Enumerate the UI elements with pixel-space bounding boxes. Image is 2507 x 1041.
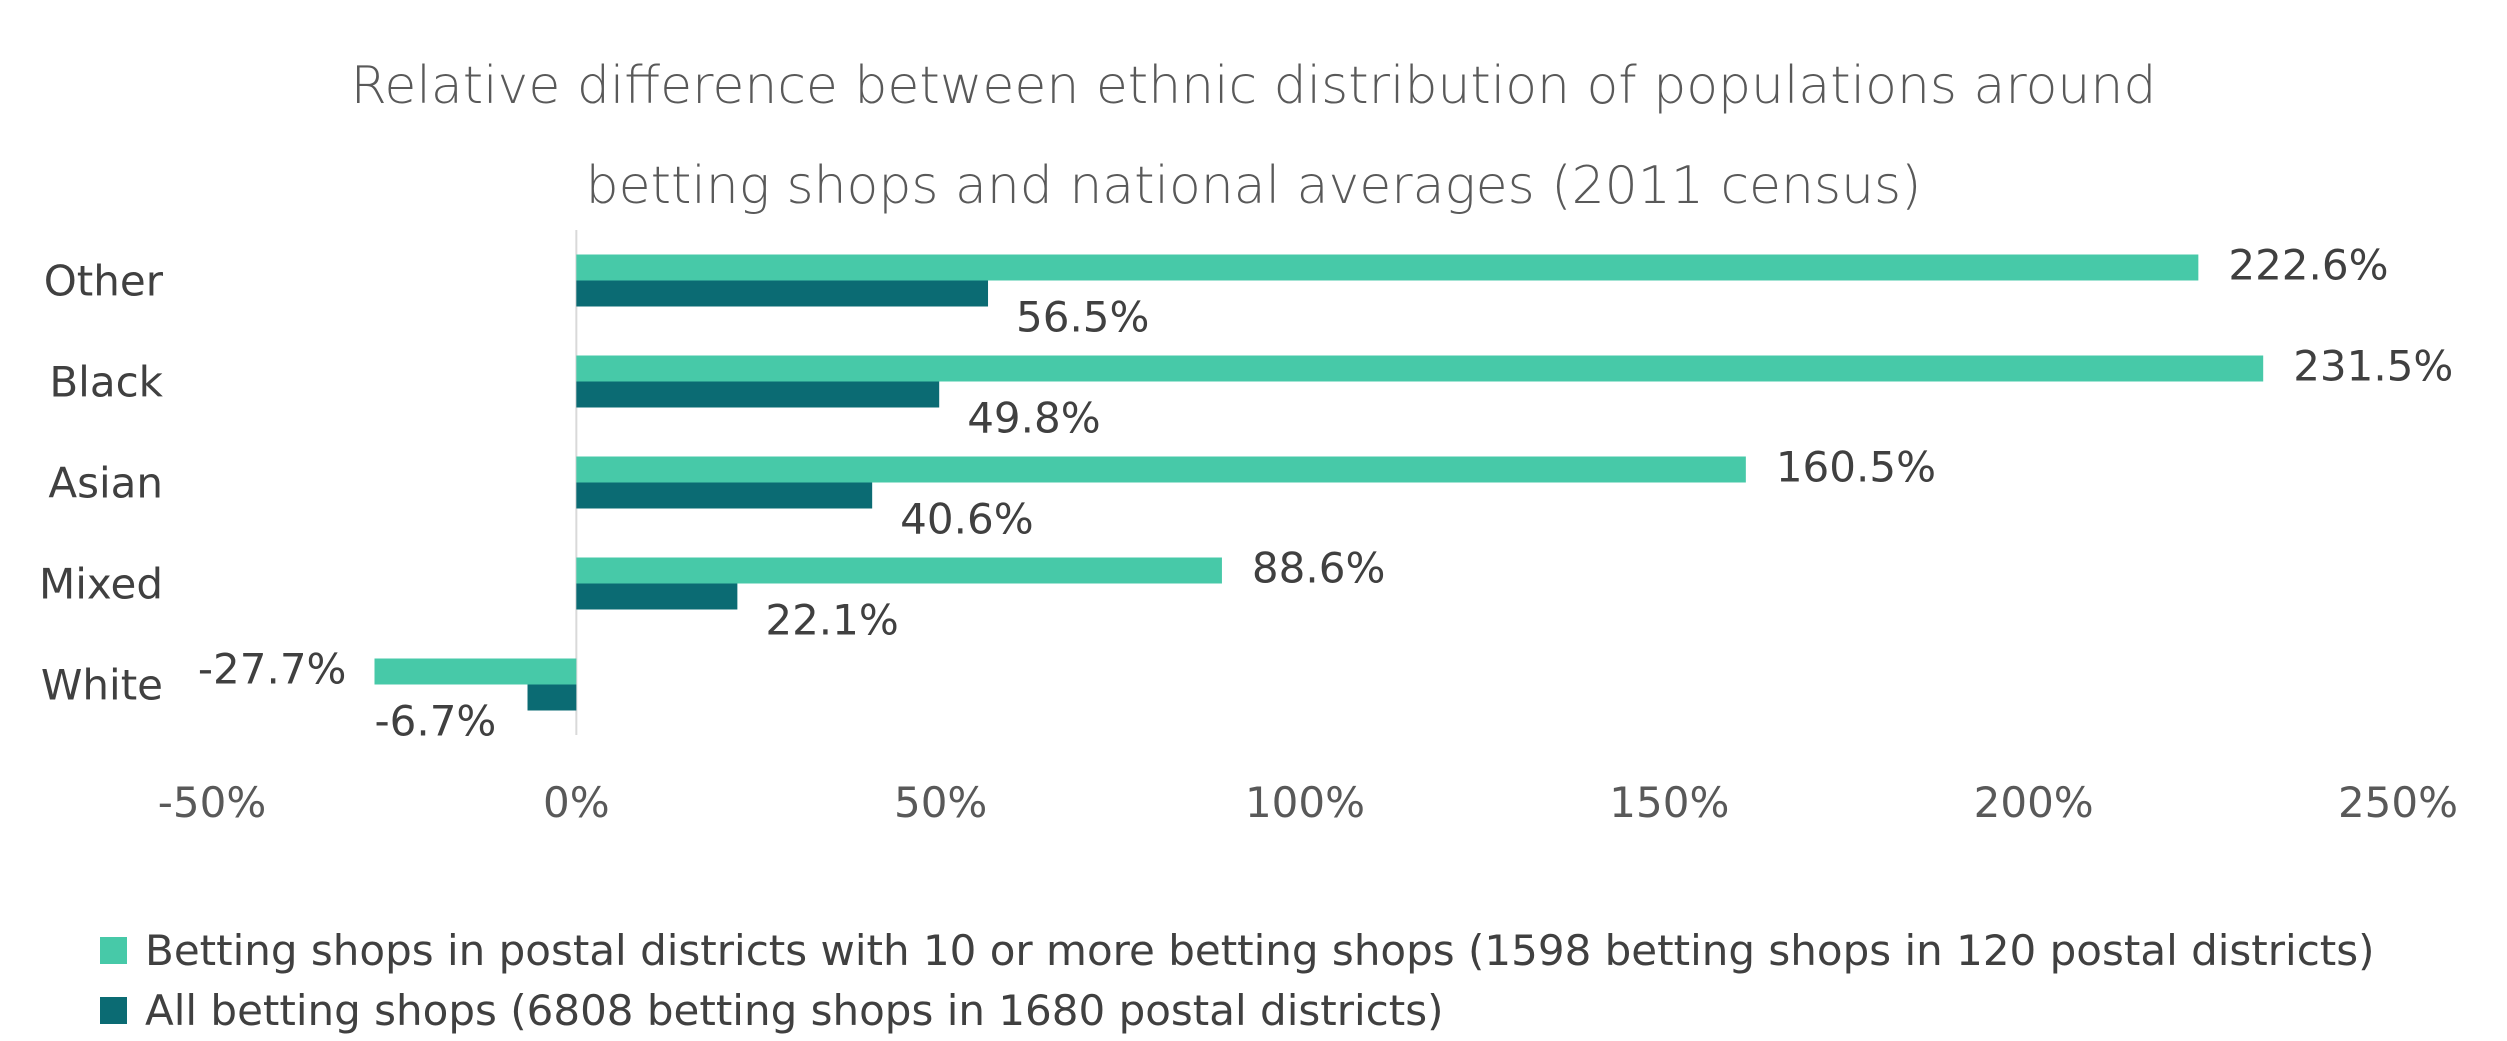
x-tick-label: 0% <box>543 778 610 827</box>
chart-title: Relative difference between ethnic distr… <box>0 36 2507 236</box>
chart-title-line-2: betting shops and national averages (201… <box>585 156 1922 216</box>
data-label: 49.8% <box>967 394 1100 443</box>
bar <box>576 381 940 408</box>
x-tick-label: 100% <box>1245 778 1365 827</box>
chart-title-line-1: Relative difference between ethnic distr… <box>350 56 2157 116</box>
legend-item-series-2: All betting shops (6808 betting shops in… <box>100 980 2375 1040</box>
data-label: 88.6% <box>1252 544 1385 593</box>
bar <box>527 684 577 711</box>
bar <box>576 456 1746 483</box>
x-tick-label: 50% <box>894 778 987 827</box>
data-label: 222.6% <box>2228 241 2388 290</box>
bar <box>576 355 2264 382</box>
data-label: 22.1% <box>765 596 898 645</box>
legend-label-series-2: All betting shops (6808 betting shops in… <box>145 985 1444 1035</box>
bar <box>576 482 873 509</box>
category-label: Mixed <box>39 560 163 609</box>
x-tick-label: 150% <box>1609 778 1729 827</box>
bar <box>576 254 2199 281</box>
bar <box>576 280 989 307</box>
bar <box>576 583 738 610</box>
category-label: Black <box>49 358 163 407</box>
x-tick-label: 250% <box>2338 778 2458 827</box>
data-label: -27.7% <box>198 645 347 694</box>
x-tick-label: -50% <box>158 778 267 827</box>
category-label: White <box>41 661 163 710</box>
data-label: 231.5% <box>2293 342 2453 391</box>
legend-item-series-1: Betting shops in postal districts with 1… <box>100 920 2375 980</box>
data-label: 40.6% <box>900 495 1033 544</box>
data-label: 56.5% <box>1016 293 1149 342</box>
category-label: Asian <box>48 459 163 508</box>
legend-swatch-series-1 <box>100 936 127 964</box>
legend-swatch-series-2 <box>100 996 127 1024</box>
data-label: 160.5% <box>1776 443 1936 492</box>
data-label: -6.7% <box>374 697 496 746</box>
bar <box>576 557 1222 584</box>
bar <box>374 658 577 685</box>
category-label: Other <box>44 257 164 306</box>
x-tick-label: 200% <box>1974 778 2094 827</box>
legend: Betting shops in postal districts with 1… <box>100 920 2375 1040</box>
legend-label-series-1: Betting shops in postal districts with 1… <box>145 925 2375 975</box>
